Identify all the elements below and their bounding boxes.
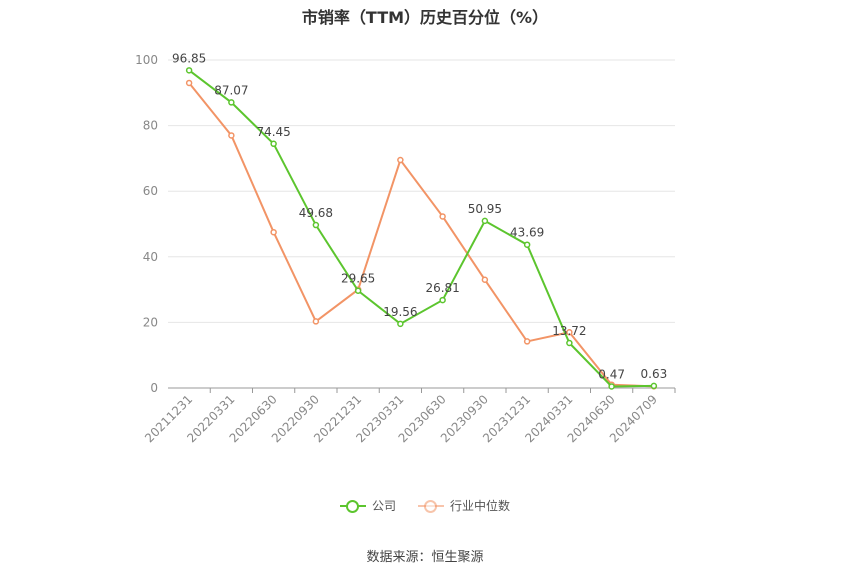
data-label: 74.45 xyxy=(256,125,290,139)
data-source-note: 数据来源：恒生聚源 xyxy=(366,550,484,565)
data-label: 49.68 xyxy=(299,206,333,220)
series-line-0 xyxy=(188,69,654,388)
legend-swatch-company xyxy=(339,499,366,513)
data-labels: 96.85 87.07 74.45 49.68 29.65 19.56 26.81 50.95… xyxy=(172,51,667,381)
series-0-point xyxy=(397,320,404,328)
y-tick-label: 0 xyxy=(150,381,158,395)
series-lines xyxy=(185,67,658,390)
series-0-point xyxy=(354,287,362,294)
data-label: 0.63 xyxy=(641,367,668,381)
series-1-point xyxy=(312,318,320,325)
series-0-point xyxy=(523,241,531,248)
legend-swatch-industry-median xyxy=(418,499,444,513)
series-1-point xyxy=(185,79,193,87)
series-0-point xyxy=(228,99,235,106)
series-1-point xyxy=(270,228,277,236)
y-tick-label: 100 xyxy=(135,53,158,67)
series-0-point xyxy=(650,382,658,390)
legend-item-industry-median[interactable]: 行业中位数 xyxy=(418,497,510,514)
series-0-point xyxy=(481,217,489,225)
legend-item-company[interactable]: 公司 xyxy=(339,497,396,514)
series-1-point xyxy=(523,338,531,345)
series-1-point xyxy=(397,156,404,164)
series-0-point xyxy=(270,140,277,148)
series-1-point xyxy=(439,213,446,220)
series-0-point xyxy=(608,383,615,390)
data-label: 0.47 xyxy=(598,367,625,381)
axes: 0204060801002021123120220331202206302022… xyxy=(135,53,676,445)
data-label: 29.65 xyxy=(341,272,375,286)
legend-label-industry-median: 行业中位数 xyxy=(450,499,511,513)
data-label: 50.95 xyxy=(468,202,502,216)
data-label: 26.81 xyxy=(425,281,459,295)
y-tick-label: 20 xyxy=(143,315,158,329)
data-label: 13.72 xyxy=(552,324,586,338)
series-1-point xyxy=(228,132,235,139)
y-tick-label: 40 xyxy=(143,250,158,264)
legend-label-company: 公司 xyxy=(371,499,396,513)
grid-lines xyxy=(168,59,675,323)
data-label: 19.56 xyxy=(383,305,417,319)
series-1-point xyxy=(481,276,489,284)
series-0-point xyxy=(185,67,193,74)
y-tick-label: 80 xyxy=(143,119,158,133)
data-label: 43.69 xyxy=(510,226,544,240)
y-tick-label: 60 xyxy=(143,184,158,198)
legend: 公司 行业中位数 xyxy=(0,497,850,514)
series-0-point xyxy=(439,296,446,304)
series-line-1 xyxy=(188,82,654,388)
chart-title: 市销率（TTM）历史百分位（%） xyxy=(301,8,549,27)
series-0-point xyxy=(566,339,573,347)
data-label: 96.85 xyxy=(172,51,206,65)
data-label: 87.07 xyxy=(214,83,248,97)
series-0-point xyxy=(312,221,320,229)
series-1-point xyxy=(566,328,573,336)
